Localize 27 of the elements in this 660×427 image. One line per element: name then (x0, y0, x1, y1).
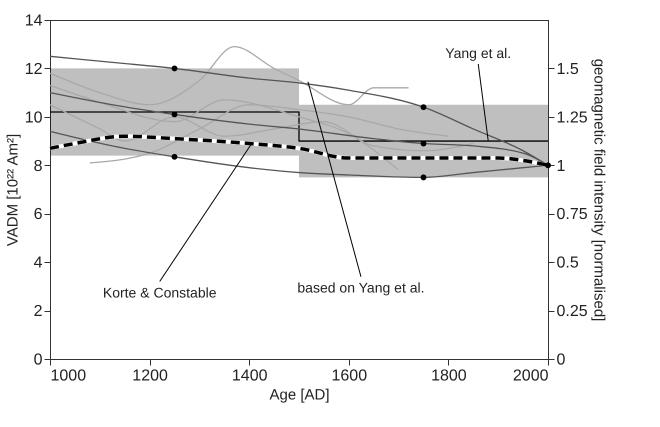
x-tick-label: 1800 (431, 368, 467, 384)
x-tick-label: 2000 (512, 368, 549, 384)
y-tick-label: 8 (34, 158, 43, 175)
x-axis-title: Age [AD] (269, 386, 330, 404)
x-tick-label: 1600 (332, 368, 368, 384)
y2-axis-title: geomagnetic field intensity [normalised] (590, 58, 608, 322)
y-tick-label: 4 (34, 254, 43, 272)
x-tick-label: 1400 (232, 368, 268, 384)
annotation: based on Yang et al. (297, 280, 425, 296)
y-tick-label: 6 (34, 206, 43, 224)
y2-tick-label: 0.25 (556, 303, 588, 320)
y-tick-label: 0 (34, 352, 43, 368)
x-tick-label: 1000 (50, 368, 86, 384)
y-tick-label: 12 (24, 60, 43, 78)
annotation: Korte & Constable (102, 284, 217, 300)
y2-tick-label: 0.5 (556, 254, 579, 272)
y2-tick-label: 1 (556, 158, 566, 175)
y-tick-label: 2 (34, 303, 43, 320)
y2-tick-label: 0.75 (556, 206, 588, 224)
x-tick-label: 1200 (132, 368, 168, 384)
annotation: Yang et al. (445, 45, 512, 62)
y-tick-label: 10 (24, 109, 43, 126)
y-tick-label: 14 (24, 12, 43, 30)
y-axis-title: VADM [10²² Am²] (4, 134, 22, 246)
y2-tick-label: 1.5 (556, 60, 579, 78)
y2-tick-label: 1.25 (556, 109, 588, 126)
y2-tick-label: 0 (556, 352, 566, 368)
